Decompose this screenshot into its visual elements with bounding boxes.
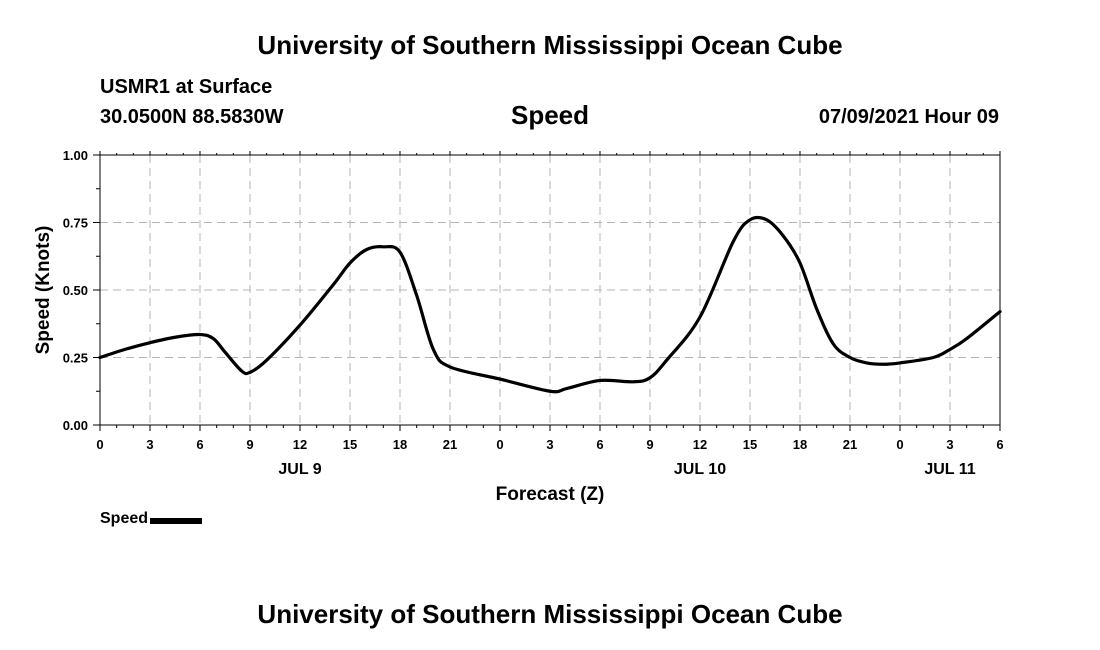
chart-title: Speed bbox=[510, 100, 590, 130]
x-tick-label: 6 bbox=[596, 437, 603, 452]
x-tick-label: 21 bbox=[443, 437, 457, 452]
x-axis-title: Forecast (Z) bbox=[496, 484, 605, 505]
speed-series-line bbox=[98, 215, 1002, 394]
x-tick-label: 6 bbox=[996, 437, 1003, 452]
x-tick-label: 0 bbox=[896, 437, 903, 452]
x-tick-label: 9 bbox=[246, 437, 253, 452]
legend-swatch bbox=[150, 518, 203, 524]
date-label: JUL 9 bbox=[278, 461, 321, 478]
y-tick-label: 0.75 bbox=[63, 216, 88, 231]
x-tick-label: 12 bbox=[293, 437, 307, 452]
date-label: JUL 10 bbox=[674, 461, 726, 478]
datetime-label: 07/09/2021 Hour 09 bbox=[818, 106, 999, 128]
footer-title: University of Southern Mississippi Ocean… bbox=[257, 599, 843, 629]
page-title: University of Southern Mississippi Ocean… bbox=[257, 30, 843, 60]
coordinates-label: 30.0500N 88.5830W bbox=[100, 106, 284, 128]
y-tick-label: 1.00 bbox=[63, 148, 88, 163]
ticks bbox=[93, 151, 1001, 431]
x-tick-label: 12 bbox=[693, 437, 707, 452]
y-tick-label: 0.00 bbox=[63, 418, 88, 433]
x-tick-label: 15 bbox=[343, 437, 357, 452]
y-axis-title: Speed (Knots) bbox=[33, 226, 54, 355]
legend: Speed bbox=[100, 510, 203, 528]
x-tick-label: 18 bbox=[793, 437, 807, 452]
x-tick-label: 3 bbox=[946, 437, 953, 452]
x-tick-label: 0 bbox=[96, 437, 103, 452]
y-tick-label: 0.25 bbox=[63, 351, 88, 366]
x-tick-label: 3 bbox=[546, 437, 553, 452]
x-tick-label: 3 bbox=[146, 437, 153, 452]
x-tick-label: 18 bbox=[393, 437, 407, 452]
tick-labels: 0 3 6 9 12 15 18 21 0 3 6 9 12 15 18 21 0 3 6 0.00 0.25 0.50 0… bbox=[63, 148, 1004, 478]
grid bbox=[100, 155, 1000, 425]
date-label: JUL 11 bbox=[924, 461, 975, 478]
station-label: USMR1 at Surface bbox=[100, 76, 273, 98]
x-tick-label: 9 bbox=[646, 437, 653, 452]
y-tick-label: 0.50 bbox=[63, 283, 88, 298]
x-tick-label: 0 bbox=[496, 437, 503, 452]
legend-label: Speed bbox=[100, 510, 149, 527]
x-tick-label: 6 bbox=[196, 437, 203, 452]
x-tick-label: 15 bbox=[743, 437, 757, 452]
x-tick-label: 21 bbox=[843, 437, 857, 452]
